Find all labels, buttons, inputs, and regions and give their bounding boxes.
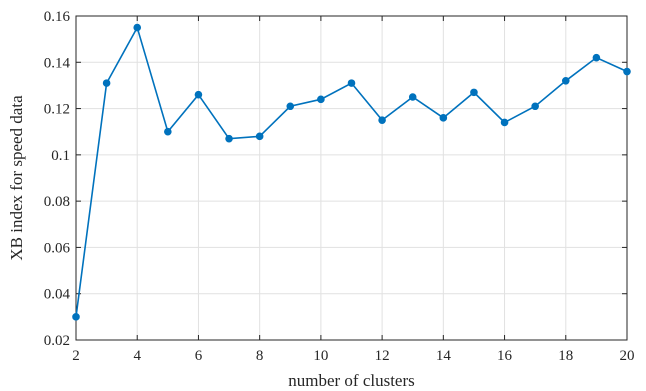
data-point bbox=[623, 67, 631, 76]
x-tick-label: 18 bbox=[558, 348, 573, 364]
data-point bbox=[164, 127, 172, 136]
data-point bbox=[592, 53, 601, 62]
y-tick-label: 0.08 bbox=[44, 194, 70, 210]
x-tick-label: 8 bbox=[256, 348, 264, 364]
x-axis-label: number of clusters bbox=[288, 371, 415, 390]
x-tick-label: 16 bbox=[497, 348, 513, 364]
x-tick-label: 14 bbox=[436, 348, 452, 364]
x-tick-label: 20 bbox=[620, 348, 635, 364]
plot-area-frame bbox=[75, 15, 628, 341]
y-tick-label: 0.02 bbox=[44, 333, 70, 349]
y-axis-tick-labels: 0.02 0.04 0.06 0.08 0.1 0.12 0.14 0.16 bbox=[44, 9, 71, 349]
data-point bbox=[378, 116, 386, 124]
y-tick-label: 0.12 bbox=[44, 102, 70, 118]
x-tick-label: 12 bbox=[375, 348, 390, 364]
data-point bbox=[408, 93, 417, 101]
y-tick-label: 0.14 bbox=[44, 55, 71, 71]
axis-ticks bbox=[75, 15, 628, 341]
data-point bbox=[470, 88, 478, 97]
data-point bbox=[133, 23, 142, 32]
grid bbox=[75, 15, 628, 341]
data-point bbox=[225, 134, 233, 143]
data-point bbox=[531, 102, 539, 111]
data-point bbox=[500, 118, 509, 127]
x-axis-tick-labels: 2 4 6 8 10 12 14 16 18 20 bbox=[72, 348, 634, 364]
series-line bbox=[75, 25, 628, 317]
data-point bbox=[561, 77, 570, 85]
data-point bbox=[286, 102, 295, 111]
y-tick-label: 0.04 bbox=[44, 287, 71, 303]
data-point bbox=[72, 313, 80, 321]
data-point bbox=[439, 114, 448, 122]
series-group bbox=[72, 23, 631, 321]
data-point bbox=[255, 132, 264, 141]
y-tick-label: 0.1 bbox=[51, 148, 70, 164]
x-tick-label: 4 bbox=[133, 348, 141, 364]
x-tick-label: 10 bbox=[313, 348, 328, 364]
y-axis-label: XB index for speed data bbox=[7, 95, 26, 261]
data-point bbox=[317, 95, 325, 104]
data-point bbox=[194, 90, 203, 99]
data-point bbox=[347, 79, 356, 87]
y-tick-label: 0.16 bbox=[44, 9, 71, 25]
x-tick-label: 6 bbox=[195, 348, 203, 364]
y-tick-label: 0.06 bbox=[44, 240, 71, 256]
x-tick-label: 2 bbox=[72, 348, 80, 364]
data-point bbox=[102, 79, 111, 87]
